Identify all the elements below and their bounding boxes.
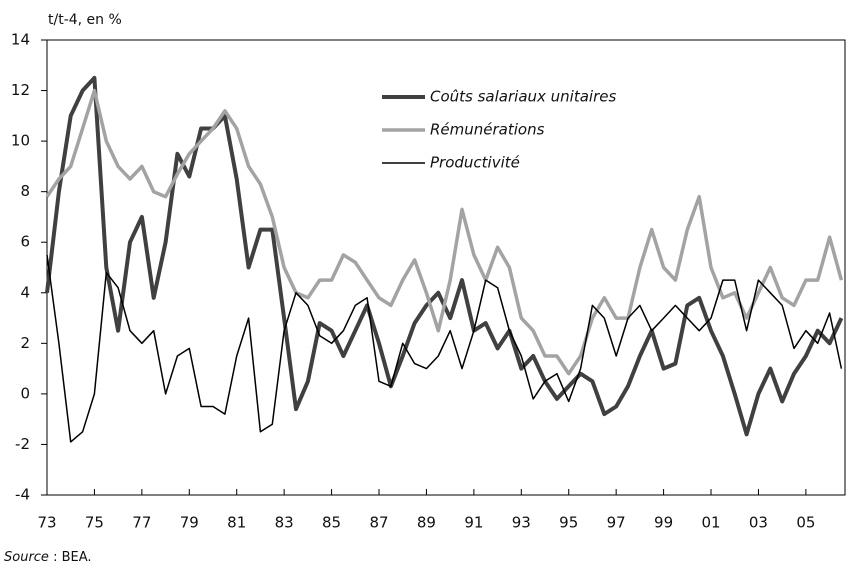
y-tick-label: 14 bbox=[11, 31, 30, 49]
x-tick-label: 05 bbox=[796, 514, 815, 532]
series-line bbox=[46, 254, 843, 443]
x-tick-label: 03 bbox=[749, 514, 768, 532]
x-tick-label: 97 bbox=[607, 514, 626, 532]
x-tick-label: 83 bbox=[275, 514, 294, 532]
x-tick-label: 87 bbox=[369, 514, 388, 532]
y-axis-label: t/t-4, en % bbox=[48, 12, 122, 28]
x-tick-label: 81 bbox=[227, 514, 246, 532]
y-tick-label: -4 bbox=[15, 486, 30, 504]
y-tick-label: 4 bbox=[20, 283, 30, 301]
x-tick-label: 75 bbox=[85, 514, 104, 532]
source-note: Source : BEA. bbox=[4, 550, 92, 565]
y-tick-label: 2 bbox=[20, 334, 30, 352]
x-tick-label: 99 bbox=[654, 514, 673, 532]
y-tick-label: 0 bbox=[20, 384, 30, 402]
x-tick-label: 79 bbox=[180, 514, 199, 532]
x-tick-label: 01 bbox=[701, 514, 720, 532]
x-tick-label: 91 bbox=[464, 514, 483, 532]
y-tick-label: 6 bbox=[20, 233, 30, 251]
y-tick-label: -2 bbox=[15, 435, 30, 453]
source-text: : BEA. bbox=[49, 550, 92, 565]
x-tick-label: 89 bbox=[417, 514, 436, 532]
series-line bbox=[45, 88, 844, 376]
x-tick-label: 95 bbox=[559, 514, 578, 532]
legend-label: Rémunérations bbox=[430, 121, 545, 139]
y-tick-label: 12 bbox=[11, 81, 30, 99]
y-tick-label: 10 bbox=[11, 132, 30, 150]
x-tick-label: 77 bbox=[132, 514, 151, 532]
x-tick-label: 93 bbox=[512, 514, 531, 532]
plot-frame bbox=[46, 39, 846, 496]
x-tick-label: 85 bbox=[322, 514, 341, 532]
x-tick-label: 73 bbox=[37, 514, 56, 532]
source-label: Source bbox=[4, 550, 49, 565]
legend-label: Productivité bbox=[430, 154, 520, 172]
legend-label: Coûts salariaux unitaires bbox=[430, 88, 616, 106]
y-tick-label: 8 bbox=[20, 182, 30, 200]
